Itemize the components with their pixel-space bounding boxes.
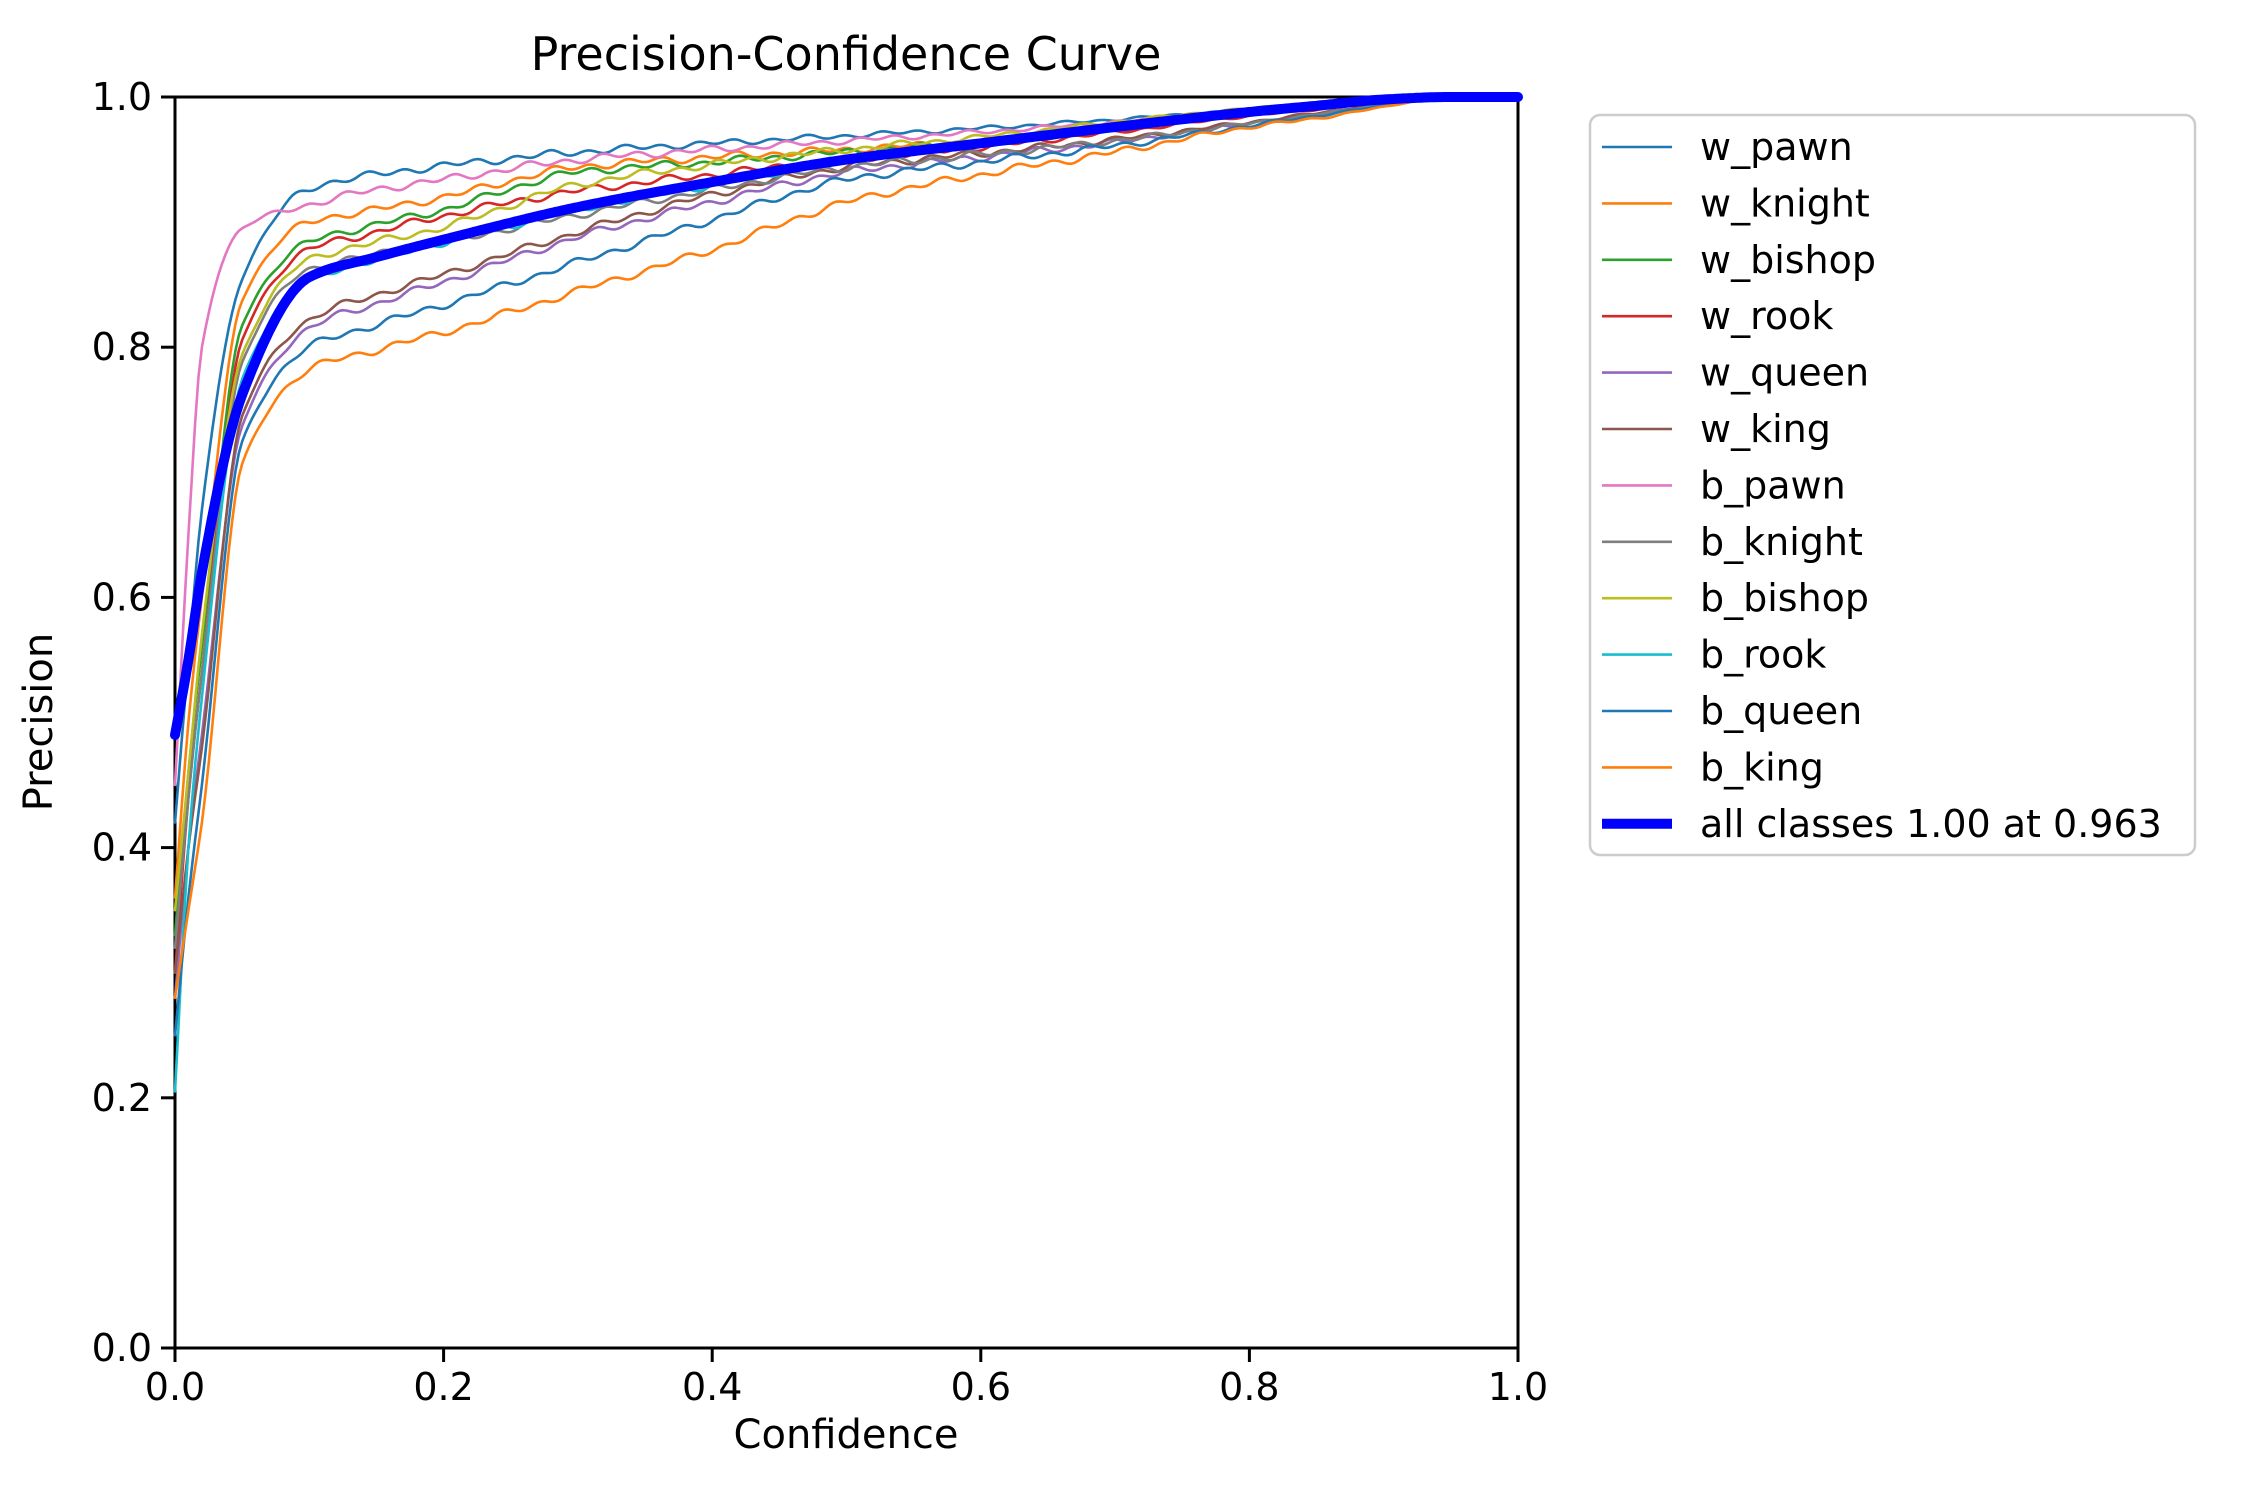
y-tick-label: 0.2 — [92, 1076, 152, 1120]
legend-item-w-pawn: w_pawn — [1602, 125, 1853, 169]
legend-item-w-knight: w_knight — [1602, 181, 1870, 225]
y-tick-label: 0.4 — [92, 826, 152, 870]
y-tick-label: 0.6 — [92, 575, 152, 619]
curve-w-queen — [173, 95, 1520, 1000]
legend-item-w-king: w_king — [1602, 407, 1831, 451]
legend-label-w-bishop: w_bishop — [1700, 238, 1876, 282]
x-tick-label: 0.0 — [145, 1365, 205, 1409]
curve-b-rook — [173, 95, 1520, 1093]
curve-w-bishop — [173, 95, 1520, 937]
legend-label-w-knight: w_knight — [1700, 181, 1870, 225]
plot-frame — [173, 95, 1520, 1350]
legend-label-b-queen: b_queen — [1700, 689, 1862, 733]
legend-item-b-queen: b_queen — [1602, 689, 1862, 733]
legend-item-b-king: b_king — [1602, 745, 1824, 789]
legend-item-all-classes-1-00-at-0-963: all classes 1.00 at 0.963 — [1602, 802, 2162, 846]
curve-w-king — [173, 95, 1520, 975]
x-tick-label: 0.6 — [951, 1365, 1011, 1409]
curve-w-knight — [173, 95, 1520, 899]
x-tick-label: 0.2 — [413, 1365, 473, 1409]
curve-b-pawn — [173, 95, 1520, 787]
curve-w-rook — [173, 95, 1520, 975]
legend-label-b-bishop: b_bishop — [1700, 576, 1869, 620]
y-tick-label: 0.8 — [92, 325, 152, 369]
legend-item-w-bishop: w_bishop — [1602, 238, 1876, 282]
curves-layer — [170, 92, 1523, 1093]
legend-label-b-pawn: b_pawn — [1700, 463, 1846, 507]
x-tick-label: 0.4 — [682, 1365, 742, 1409]
y-axis-label: Precision — [16, 633, 62, 811]
legend-label-b-knight: b_knight — [1700, 520, 1863, 564]
legend-item-b-bishop: b_bishop — [1602, 576, 1869, 620]
legend-box — [1588, 113, 2197, 857]
legend-item-b-knight: b_knight — [1602, 520, 1863, 564]
curve-all-classes-1-00-at-0-963 — [170, 92, 1523, 740]
y-tick-label: 0.0 — [92, 1326, 152, 1370]
legend-item-w-rook: w_rook — [1602, 294, 1833, 338]
legend-label-w-queen: w_queen — [1700, 351, 1869, 395]
chart-title: Precision-Confidence Curve — [531, 27, 1162, 81]
legend-label-w-rook: w_rook — [1700, 294, 1833, 338]
curve-b-queen — [173, 95, 1520, 1037]
y-tick-label: 1.0 — [92, 75, 152, 119]
legend-item-b-pawn: b_pawn — [1602, 463, 1846, 507]
legend-layer: w_pawn w_knight w_bishop w_rook w_queen w_kin… — [1588, 113, 2197, 857]
legend-label-w-king: w_king — [1700, 407, 1831, 451]
legend-label-all-classes-1-00-at-0-963: all classes 1.00 at 0.963 — [1700, 802, 2162, 846]
legend-label-w-pawn: w_pawn — [1700, 125, 1853, 169]
curve-b-king — [173, 95, 1520, 1000]
curve-b-bishop — [173, 95, 1520, 912]
legend-label-b-rook: b_rook — [1700, 633, 1826, 677]
x-axis-label: Confidence — [734, 1412, 959, 1458]
curve-b-knight — [173, 95, 1520, 950]
x-tick-label: 1.0 — [1488, 1365, 1548, 1409]
legend-label-b-king: b_king — [1700, 745, 1824, 789]
x-tick-label: 0.8 — [1219, 1365, 1279, 1409]
axes-layer: 0.0 0.2 0.4 0.6 0.8 1.0 0.0 0.2 0.4 0.6 0.8 1.0 — [92, 75, 1549, 1409]
legend-item-w-queen: w_queen — [1602, 351, 1869, 395]
legend-item-b-rook: b_rook — [1602, 633, 1826, 677]
